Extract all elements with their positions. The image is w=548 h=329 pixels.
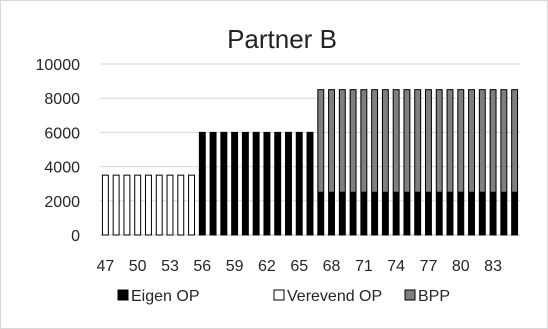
bar-eigen-op [328,191,335,236]
x-tick-label: 83 [484,258,502,275]
legend-label: Eigen OP [131,288,199,305]
bar-eigen-op [241,131,249,236]
bar-verevend-op [177,174,185,236]
x-tick-label: 77 [420,258,438,275]
x-tick-label: 50 [129,258,147,275]
bar-eigen-op [360,191,368,236]
bar-eigen-op [489,191,497,236]
bar-bpp [489,89,497,193]
bar-verevend-op [166,174,174,236]
bar-bpp [457,89,465,193]
bar-verevend-op [145,174,152,236]
bar-bpp [500,89,508,193]
bar-bpp [349,89,357,193]
y-tick-label: 10000 [36,57,81,74]
x-tick-label: 62 [258,258,276,275]
y-tick-label: 6000 [44,125,80,142]
y-tick-label: 2000 [44,194,80,211]
bar-eigen-op [511,191,519,236]
bar-bpp [360,89,368,193]
bar-eigen-op [478,191,486,236]
chart-title: Partner B [227,24,337,54]
x-tick-label: 47 [96,258,114,275]
bar-bpp [403,89,411,193]
bar-eigen-op [285,131,292,236]
bar-eigen-op [306,131,314,236]
bar-eigen-op [392,191,400,236]
bar-eigen-op [252,131,260,236]
bar-verevend-op [134,174,142,236]
bar-bpp [414,89,422,193]
x-tick-label: 74 [387,258,405,275]
bar-eigen-op [457,191,465,236]
bar-bpp [511,89,519,193]
legend-label: BPP [418,288,450,305]
bar-eigen-op [231,131,239,236]
bar-eigen-op [349,191,357,236]
bar-verevend-op [188,174,196,236]
bar-verevend-op [101,174,109,236]
x-tick-label: 80 [452,258,470,275]
x-tick-label: 65 [290,258,308,275]
bar-eigen-op [414,191,422,236]
bar-eigen-op [381,191,389,236]
bar-bpp [435,89,443,193]
bar-bpp [381,89,389,193]
bar-bpp [468,89,475,193]
bar-bpp [328,89,335,193]
bar-eigen-op [338,191,346,236]
y-tick-label: 4000 [44,160,80,177]
bar-bpp [478,89,486,193]
x-tick-label: 56 [193,258,211,275]
bar-verevend-op [123,174,131,236]
y-tick-label: 8000 [44,91,80,108]
bar-verevend-op [112,174,120,236]
bar-eigen-op [500,191,508,236]
legend-swatch [273,289,285,301]
bar-eigen-op [274,131,282,236]
x-tick-label: 71 [355,258,373,275]
bar-eigen-op [446,191,454,236]
bar-eigen-op [198,131,206,236]
bar-eigen-op [209,131,217,236]
legend: Eigen OP Verevend OP BPP [117,288,450,305]
bar-eigen-op [435,191,443,236]
bar-bpp [371,89,379,193]
bar-eigen-op [220,131,228,236]
legend-swatch [404,289,416,301]
bar-bpp [338,89,346,193]
bar-verevend-op [155,174,163,236]
x-tick-label: 59 [226,258,244,275]
bars [101,89,519,236]
x-tick-label: 53 [161,258,179,275]
bar-bpp [317,89,325,193]
bar-eigen-op [263,131,271,236]
bar-bpp [392,89,400,193]
x-axis-ticks: 47 50 53 56 59 62 65 68 71 74 77 80 83 [96,258,502,275]
bar-eigen-op [403,191,411,236]
bar-bpp [446,89,454,193]
bar-eigen-op [371,191,379,236]
bar-bpp [425,89,432,193]
bar-eigen-op [295,131,303,236]
bar-eigen-op [468,191,475,236]
x-tick-label: 68 [323,258,341,275]
y-tick-label: 0 [71,228,80,245]
bar-eigen-op [425,191,432,236]
bar-eigen-op [317,191,325,236]
legend-swatch [117,289,129,301]
legend-label: Verevend OP [287,288,382,305]
y-axis-ticks: 0 2000 4000 6000 8000 10000 [36,57,81,245]
